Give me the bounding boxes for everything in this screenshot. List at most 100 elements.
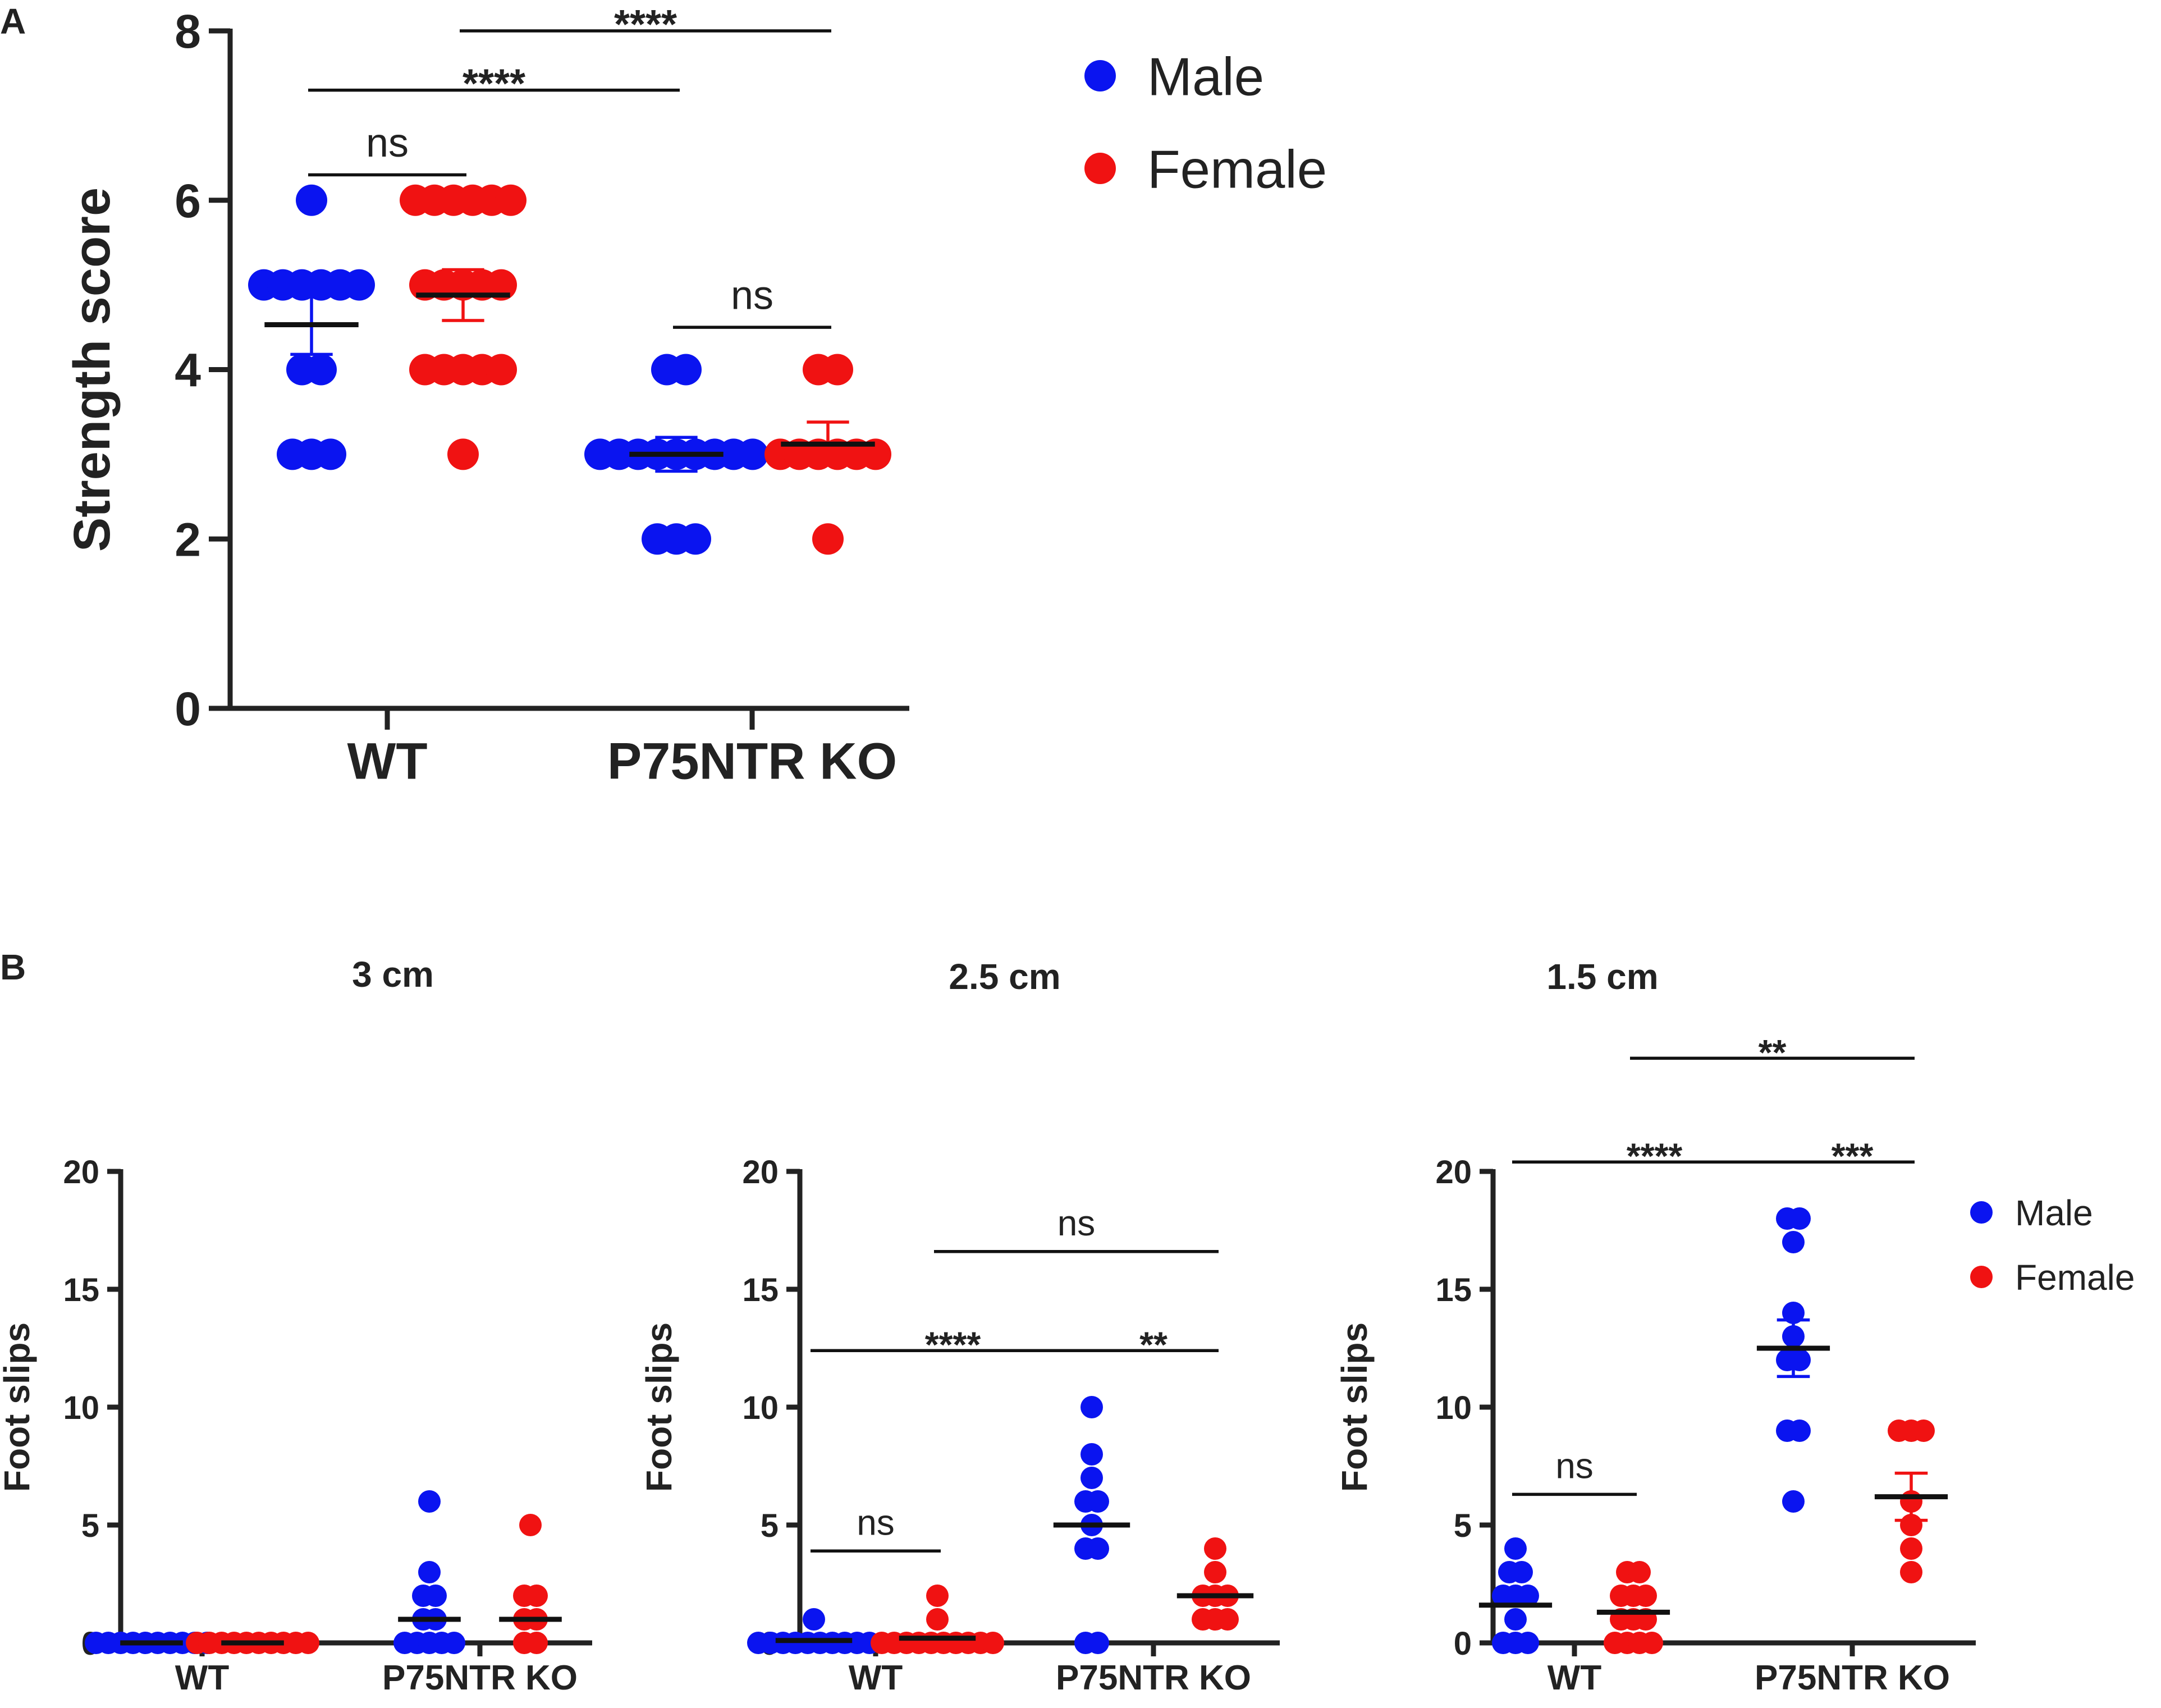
panel-label-b: B	[0, 947, 26, 987]
y-tick-label: 20	[63, 1154, 99, 1190]
data-point	[1900, 1537, 1922, 1560]
significance-label: ***	[1832, 1136, 1874, 1176]
data-point	[1635, 1585, 1657, 1607]
legend-label-male: Male	[1147, 47, 1264, 107]
y-tick-label: 10	[742, 1390, 779, 1426]
significance-label: ****	[463, 62, 525, 107]
data-point	[1504, 1608, 1527, 1631]
y-tick-label: 4	[175, 344, 201, 397]
data-point	[1782, 1231, 1805, 1253]
y-tick-label: 20	[1435, 1154, 1472, 1190]
data-point	[315, 438, 346, 470]
data-point	[822, 354, 853, 386]
data-point	[1510, 1561, 1533, 1583]
data-point	[812, 523, 844, 555]
legend-marker-male	[1084, 60, 1116, 91]
data-point	[1788, 1207, 1811, 1230]
data-point	[296, 184, 327, 216]
y-tick-label: 0	[175, 683, 201, 735]
data-point	[737, 438, 768, 470]
x-tick-label: WT	[347, 732, 427, 790]
data-point	[1782, 1490, 1805, 1513]
data-point	[344, 269, 375, 301]
significance-label: **	[1759, 1032, 1787, 1073]
y-tick-label: 5	[81, 1508, 99, 1544]
data-point	[519, 1514, 542, 1536]
data-point	[1788, 1419, 1811, 1442]
chart-title: 1.5 cm	[1546, 956, 1658, 997]
data-point	[447, 438, 479, 470]
data-point	[1504, 1537, 1527, 1560]
x-tick-label: WT	[1548, 1659, 1602, 1697]
data-point	[418, 1490, 441, 1513]
data-point	[1087, 1490, 1109, 1513]
data-point	[525, 1632, 548, 1654]
y-tick-label: 15	[742, 1272, 779, 1308]
data-point	[670, 354, 702, 386]
y-tick-label: 2	[175, 513, 201, 566]
significance-label: ****	[1627, 1136, 1683, 1176]
data-point	[680, 523, 711, 555]
legend-marker-male	[1970, 1201, 1993, 1224]
data-point	[1204, 1561, 1226, 1583]
data-point	[1080, 1396, 1103, 1418]
y-tick-label: 5	[761, 1508, 779, 1544]
data-point	[982, 1632, 1004, 1654]
x-tick-label: WT	[849, 1659, 903, 1697]
data-point	[1517, 1632, 1539, 1654]
significance-label: ns	[1057, 1203, 1096, 1243]
y-tick-label: 5	[1454, 1508, 1472, 1544]
data-point	[1641, 1632, 1663, 1654]
data-point	[1087, 1632, 1109, 1654]
data-point	[803, 1608, 825, 1631]
legend-label-female: Female	[2015, 1257, 2135, 1298]
y-axis-label: Foot slips	[0, 1322, 37, 1492]
data-point	[1080, 1443, 1103, 1466]
legend-marker-female	[1084, 153, 1116, 184]
x-tick-label: P75NTR KO	[607, 732, 897, 790]
data-point	[1204, 1537, 1226, 1560]
x-tick-label: P75NTR KO	[1755, 1659, 1950, 1697]
significance-label: ns	[731, 273, 773, 318]
y-tick-label: 6	[175, 175, 201, 227]
y-axis-label: Foot slips	[1334, 1322, 1375, 1492]
data-point	[1517, 1585, 1539, 1607]
data-point	[1087, 1537, 1109, 1560]
y-tick-label: 15	[63, 1272, 99, 1308]
x-tick-label: P75NTR KO	[382, 1659, 578, 1697]
data-point	[1080, 1467, 1103, 1489]
x-tick-label: WT	[175, 1659, 230, 1697]
significance-label: ****	[925, 1325, 981, 1365]
significance-label: **	[1139, 1325, 1168, 1365]
chart-a: 0 2 4 6 8 Strength score WT P75NTR KO ns **** ****…	[63, 2, 1327, 790]
significance-label: ns	[366, 121, 409, 166]
panel-label-a: A	[0, 1, 26, 42]
data-point	[495, 184, 526, 216]
legend-label-male: Male	[2015, 1193, 2093, 1233]
data-point	[1216, 1608, 1239, 1631]
chart-title: 2.5 cm	[949, 956, 1060, 997]
y-tick-label: 0	[1454, 1625, 1472, 1662]
data-point	[926, 1585, 949, 1607]
significance-label: ns	[1555, 1446, 1594, 1486]
chart-title: 3 cm	[352, 954, 434, 995]
data-point	[486, 354, 517, 386]
y-tick-label: 20	[742, 1154, 779, 1190]
data-point	[926, 1608, 949, 1631]
data-point	[1628, 1561, 1651, 1583]
data-point	[1900, 1561, 1922, 1583]
y-tick-label: 8	[175, 5, 201, 58]
data-point	[418, 1561, 441, 1583]
significance-label: ns	[857, 1502, 895, 1542]
y-tick-label: 15	[1435, 1272, 1472, 1308]
y-tick-label: 10	[1435, 1390, 1472, 1426]
x-tick-label: P75NTR KO	[1056, 1659, 1251, 1697]
data-point	[305, 354, 337, 386]
data-point	[1912, 1419, 1935, 1442]
legend-label-female: Female	[1147, 140, 1327, 200]
